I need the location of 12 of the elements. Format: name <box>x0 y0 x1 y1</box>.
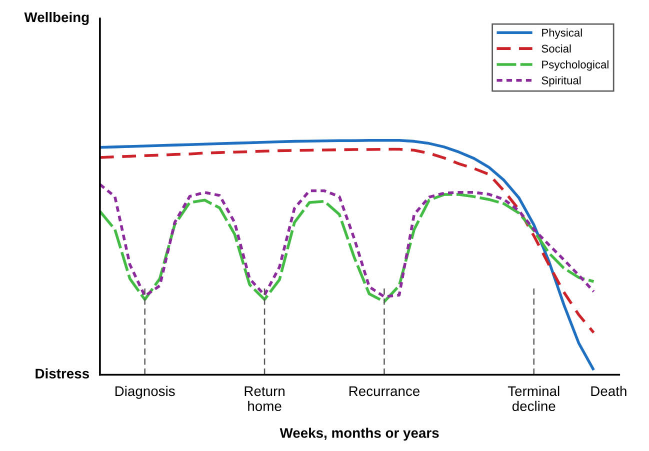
x-tick-label: Return home <box>244 386 284 412</box>
legend-label: Physical <box>542 28 582 39</box>
legend-label: Social <box>542 44 571 53</box>
legend-label: Psychological <box>542 60 608 71</box>
x-tick-label: Terminal decline <box>508 386 560 412</box>
x-tick-label: Diagnosis <box>115 386 175 399</box>
text: Wellbeing <box>24 12 89 25</box>
text: Distress <box>36 368 89 379</box>
legend-label: Spiritual <box>542 76 581 87</box>
x-axis-title: Weeks, months or years <box>280 428 439 441</box>
x-tick-label: Recurrance <box>349 386 420 396</box>
x-tick-label: Death <box>591 386 626 396</box>
